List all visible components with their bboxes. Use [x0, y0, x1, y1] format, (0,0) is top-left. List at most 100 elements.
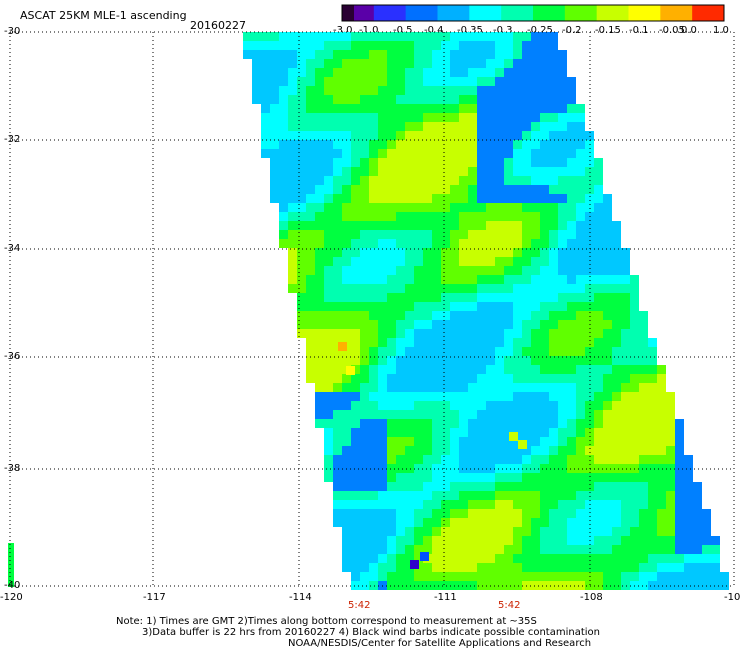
swath-cell: [504, 185, 513, 194]
swath-cell: [576, 563, 585, 572]
swath-cell: [468, 203, 477, 212]
swath-cell: [342, 320, 351, 329]
swath-cell: [459, 563, 468, 572]
swath-cell: [324, 32, 333, 41]
swath-cell: [369, 401, 378, 410]
swath-cell: [567, 221, 576, 230]
swath-cell: [585, 527, 594, 536]
swath-cell: [324, 77, 333, 86]
swath-cell: [612, 221, 621, 230]
swath-cell: [279, 113, 288, 122]
swath-cell: [405, 158, 414, 167]
swath-cell: [639, 554, 648, 563]
swath-cell: [549, 32, 558, 41]
swath-cell: [477, 437, 486, 446]
swath-cell: [567, 473, 576, 482]
swath-cell: [342, 122, 351, 131]
swath-cell: [414, 356, 423, 365]
swath-cell: [441, 302, 450, 311]
swath-cell: [450, 500, 459, 509]
swath-cell: [486, 563, 495, 572]
swath-cell: [432, 491, 441, 500]
swath-cell: [567, 374, 576, 383]
swath-cell: [432, 563, 441, 572]
swath-cell: [477, 266, 486, 275]
swath-cell: [441, 392, 450, 401]
swath-cell: [576, 482, 585, 491]
swath-cell: [495, 473, 504, 482]
swath-cell: [567, 212, 576, 221]
swath-cell: [477, 77, 486, 86]
swath-cell: [333, 230, 342, 239]
swath-cell: [531, 86, 540, 95]
swath-cell: [594, 482, 603, 491]
swath-cell: [405, 437, 414, 446]
swath-cell: [621, 266, 630, 275]
swath-cell: [459, 113, 468, 122]
swath-cell: [603, 293, 612, 302]
swath-cell: [360, 95, 369, 104]
swath-cell: [495, 446, 504, 455]
swath-cell: [594, 374, 603, 383]
swath-cell: [702, 563, 711, 572]
swath-cell: [558, 338, 567, 347]
swath-cell: [477, 293, 486, 302]
swath-cell: [441, 176, 450, 185]
swath-cell: [666, 563, 675, 572]
swath-cell: [315, 356, 324, 365]
swath-cell: [297, 257, 306, 266]
swath-cell: [270, 122, 279, 131]
swath-cell: [459, 473, 468, 482]
swath-cell: [378, 365, 387, 374]
swath-cell: [576, 473, 585, 482]
swath-cell: [306, 149, 315, 158]
swath-cell: [459, 68, 468, 77]
swath-cell: [504, 410, 513, 419]
swath-cell: [603, 428, 612, 437]
swath-cell: [360, 113, 369, 122]
swath-cell: [369, 86, 378, 95]
swath-cell: [603, 410, 612, 419]
swath-cell: [459, 194, 468, 203]
swath-cell: [450, 446, 459, 455]
swath-cell: [639, 509, 648, 518]
swath-cell: [396, 311, 405, 320]
swath-cell: [594, 320, 603, 329]
swath-cell: [639, 464, 648, 473]
swath-cell: [432, 329, 441, 338]
swath-cell: [531, 356, 540, 365]
note-line-2: 3)Data buffer is 22 hrs from 20160227 4)…: [142, 627, 600, 638]
swath-cell: [252, 59, 261, 68]
swath-cell: [270, 176, 279, 185]
swath-cell: [468, 149, 477, 158]
swath-cell: [549, 545, 558, 554]
swath-cell: [288, 158, 297, 167]
swath-cell: [378, 284, 387, 293]
swath-cell: [477, 518, 486, 527]
swath-cell: [504, 302, 513, 311]
swath-cell: [450, 527, 459, 536]
swath-cell: [495, 158, 504, 167]
swath-cell: [432, 293, 441, 302]
color-scale-bar: [341, 4, 725, 22]
swath-cell: [621, 509, 630, 518]
swath-cell: [522, 212, 531, 221]
swath-cell: [342, 50, 351, 59]
swath-cell: [369, 338, 378, 347]
swath-cell: [396, 509, 405, 518]
swath-cell: [549, 149, 558, 158]
swath-cell: [441, 104, 450, 113]
swath-cell: [648, 392, 657, 401]
swath-cell: [594, 203, 603, 212]
swath-cell: [693, 545, 702, 554]
swath-cell: [567, 329, 576, 338]
swath-cell: [414, 203, 423, 212]
swath-cell: [603, 356, 612, 365]
swath-cell: [423, 338, 432, 347]
swath-cell: [585, 482, 594, 491]
swath-cell: [297, 113, 306, 122]
swath-cell: [540, 86, 549, 95]
swath-cell: [567, 455, 576, 464]
swath-cell: [396, 437, 405, 446]
swath-cell: [351, 32, 360, 41]
